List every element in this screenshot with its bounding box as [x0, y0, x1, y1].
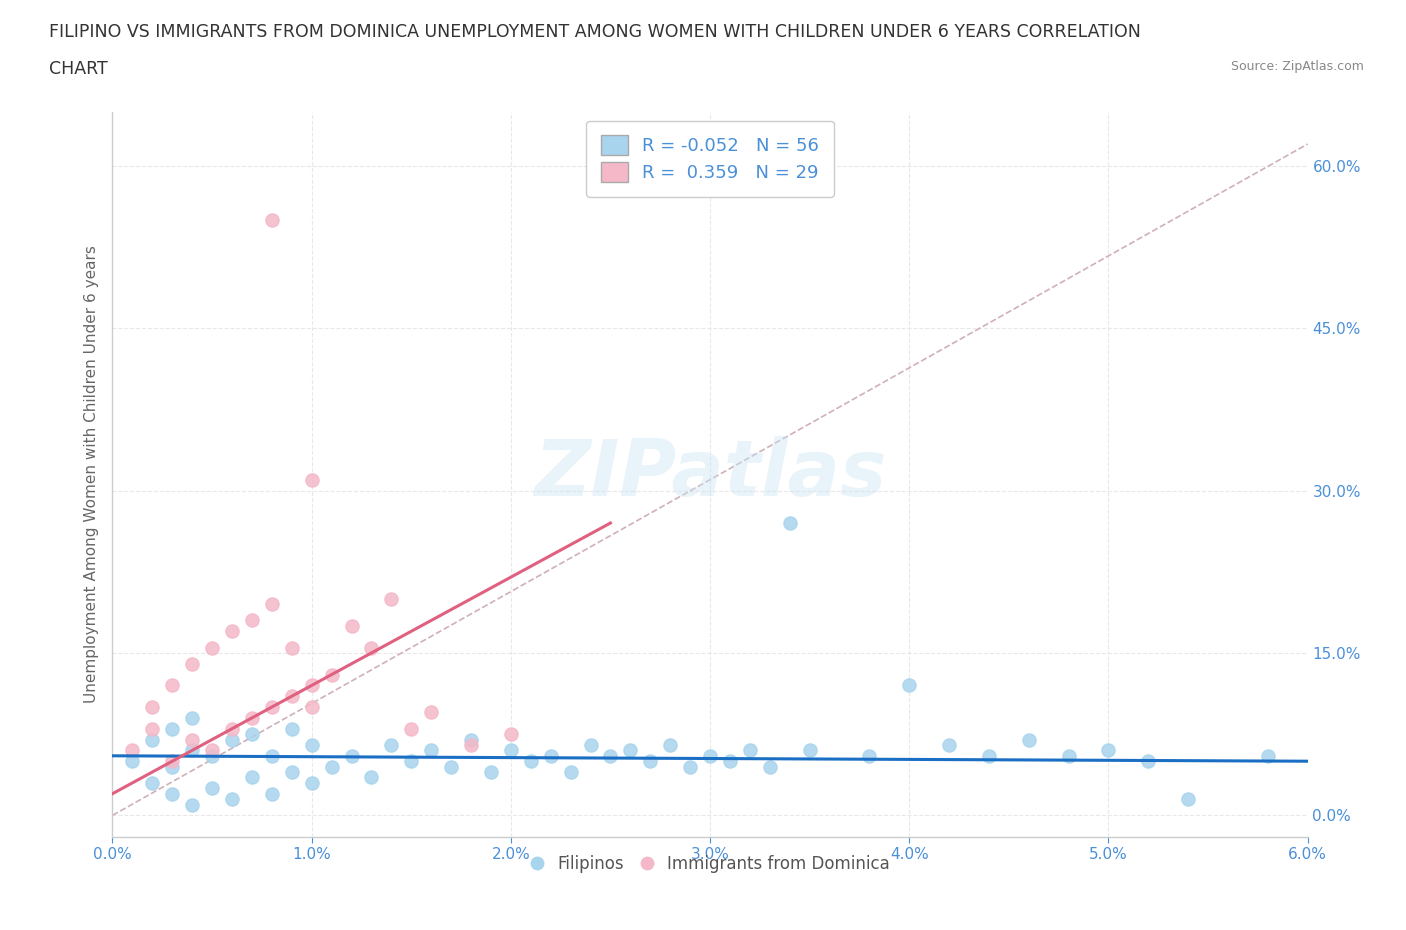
Legend: Filipinos, Immigrants from Dominica: Filipinos, Immigrants from Dominica — [523, 848, 897, 880]
Point — [499, 743, 522, 758]
Point — [321, 667, 343, 682]
Point — [281, 689, 304, 704]
Point — [619, 743, 641, 758]
Point — [640, 754, 662, 769]
Point — [599, 749, 621, 764]
Point — [162, 754, 183, 769]
Point — [281, 722, 304, 737]
Text: Source: ZipAtlas.com: Source: ZipAtlas.com — [1230, 60, 1364, 73]
Point — [281, 640, 304, 655]
Point — [401, 722, 423, 737]
Point — [221, 732, 243, 747]
Point — [799, 743, 821, 758]
Point — [718, 754, 741, 769]
Point — [1057, 749, 1080, 764]
Point — [162, 759, 183, 774]
Point — [281, 764, 304, 779]
Point — [141, 776, 163, 790]
Point — [340, 749, 363, 764]
Point — [659, 737, 682, 752]
Point — [240, 711, 263, 725]
Point — [898, 678, 921, 693]
Point — [1257, 749, 1279, 764]
Point — [301, 737, 323, 752]
Point — [321, 759, 343, 774]
Point — [260, 699, 283, 714]
Point — [779, 515, 801, 530]
Point — [221, 624, 243, 639]
Point — [759, 759, 782, 774]
Point — [460, 732, 482, 747]
Y-axis label: Unemployment Among Women with Children Under 6 years: Unemployment Among Women with Children U… — [83, 246, 98, 703]
Point — [1097, 743, 1119, 758]
Point — [141, 699, 163, 714]
Point — [540, 749, 562, 764]
Point — [260, 786, 283, 801]
Point — [440, 759, 463, 774]
Point — [162, 722, 183, 737]
Point — [858, 749, 880, 764]
Point — [560, 764, 582, 779]
Point — [360, 640, 382, 655]
Point — [420, 705, 443, 720]
Point — [1177, 791, 1199, 806]
Point — [260, 212, 283, 227]
Text: FILIPINO VS IMMIGRANTS FROM DOMINICA UNEMPLOYMENT AMONG WOMEN WITH CHILDREN UNDE: FILIPINO VS IMMIGRANTS FROM DOMINICA UNE… — [49, 23, 1142, 41]
Point — [938, 737, 960, 752]
Point — [499, 726, 522, 741]
Point — [1137, 754, 1160, 769]
Point — [221, 722, 243, 737]
Point — [301, 472, 323, 487]
Point — [479, 764, 502, 779]
Point — [221, 791, 243, 806]
Point — [201, 749, 224, 764]
Point — [340, 618, 363, 633]
Point — [141, 722, 163, 737]
Point — [240, 770, 263, 785]
Point — [460, 737, 482, 752]
Point — [360, 770, 382, 785]
Point — [699, 749, 721, 764]
Point — [260, 749, 283, 764]
Point — [121, 743, 143, 758]
Point — [301, 776, 323, 790]
Point — [181, 657, 204, 671]
Point — [301, 678, 323, 693]
Point — [579, 737, 602, 752]
Point — [181, 797, 204, 812]
Point — [240, 726, 263, 741]
Point — [181, 711, 204, 725]
Point — [201, 640, 224, 655]
Point — [420, 743, 443, 758]
Text: ZIPatlas: ZIPatlas — [534, 436, 886, 512]
Point — [162, 678, 183, 693]
Point — [181, 732, 204, 747]
Point — [181, 743, 204, 758]
Point — [380, 737, 402, 752]
Point — [301, 699, 323, 714]
Point — [162, 786, 183, 801]
Point — [240, 613, 263, 628]
Point — [520, 754, 543, 769]
Point — [260, 597, 283, 612]
Text: CHART: CHART — [49, 60, 108, 78]
Point — [201, 743, 224, 758]
Point — [977, 749, 1000, 764]
Point — [380, 591, 402, 606]
Point — [121, 754, 143, 769]
Point — [401, 754, 423, 769]
Point — [1018, 732, 1040, 747]
Point — [141, 732, 163, 747]
Point — [738, 743, 761, 758]
Point — [679, 759, 702, 774]
Point — [201, 781, 224, 796]
